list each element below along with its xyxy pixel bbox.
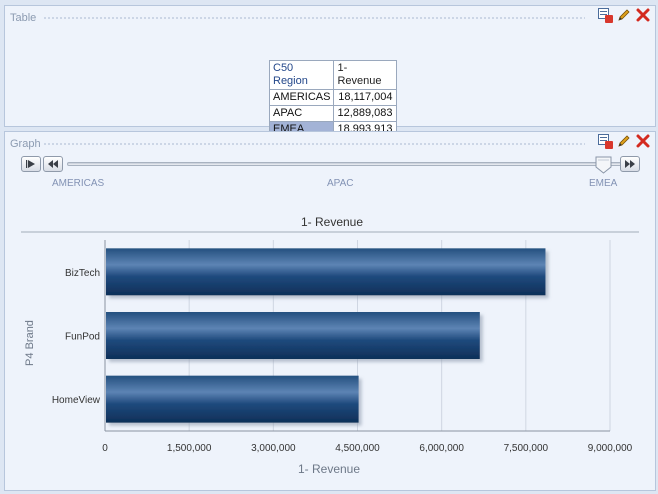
bar-funpod (106, 312, 480, 359)
fast-forward-icon (625, 160, 635, 168)
x-tick-label: 3,000,000 (251, 443, 296, 454)
region-cell[interactable]: AMERICAS (268, 89, 335, 106)
pencil-icon[interactable] (616, 7, 632, 23)
table-panel-toolbar (597, 7, 651, 23)
x-axis-title: 1- Revenue (298, 462, 360, 476)
revenue-table: C50 Region 1- Revenue AMERICAS 18,117,00… (268, 60, 397, 138)
properties-icon[interactable] (597, 7, 613, 23)
rewind-icon (48, 160, 58, 168)
properties-icon[interactable] (597, 133, 613, 149)
x-tick-label: 9,000,000 (588, 443, 633, 454)
close-x-icon[interactable] (635, 133, 651, 149)
column-header-revenue[interactable]: 1- Revenue (333, 60, 397, 90)
pencil-icon[interactable] (616, 133, 632, 149)
y-axis-title: P4 Brand (24, 320, 36, 366)
revenue-bar-chart: 1- Revenue BizTech FunPod HomeView 0 1,500,00… (21, 215, 639, 476)
category-label: HomeView (52, 395, 101, 406)
close-x-icon[interactable] (635, 7, 651, 23)
bar-biztech (106, 248, 546, 296)
x-tick-label: 4,500,000 (335, 443, 380, 454)
slider-label[interactable]: APAC (327, 178, 354, 189)
table-panel-title: Table (10, 12, 37, 24)
graph-panel-title: Graph (10, 138, 41, 150)
table-row[interactable]: AMERICAS 18,117,004 (268, 89, 397, 106)
revenue-cell: 12,889,083 (333, 105, 397, 122)
x-tick-label: 7,500,000 (504, 443, 549, 454)
table-row[interactable]: APAC 12,889,083 (268, 105, 397, 122)
x-tick-label: 1,500,000 (167, 443, 212, 454)
category-label: FunPod (65, 332, 100, 343)
graph-panel: Graph AMERICAS APAC EMEA 1- Revenue BizTe… (4, 131, 656, 491)
panel-drag-handle[interactable] (43, 142, 585, 146)
panel-drag-handle[interactable] (43, 16, 585, 20)
column-header-region[interactable]: C50 Region (268, 60, 335, 90)
slider-label[interactable]: AMERICAS (52, 178, 105, 189)
graph-panel-header: Graph (5, 132, 655, 152)
table-header-row: C50 Region 1- Revenue (268, 60, 397, 90)
slider-thumb[interactable] (595, 156, 612, 174)
x-tick-label: 0 (102, 443, 108, 454)
graph-panel-toolbar (597, 133, 651, 149)
play-button[interactable] (21, 156, 41, 172)
revenue-cell: 18,117,004 (333, 89, 397, 106)
fast-forward-button[interactable] (620, 156, 640, 172)
rewind-button[interactable] (43, 156, 63, 172)
x-tick-label: 6,000,000 (419, 443, 464, 454)
table-panel-header: Table (5, 6, 655, 26)
slider-label-selected[interactable]: EMEA (589, 178, 618, 189)
chart-title: 1- Revenue (301, 215, 363, 229)
table-panel: Table C50 Region 1- Revenue AMERICAS 18,… (4, 5, 656, 138)
region-cell[interactable]: APAC (268, 105, 335, 122)
play-icon (26, 160, 35, 168)
bar-homeview (106, 375, 359, 423)
category-label: BizTech (65, 268, 100, 279)
